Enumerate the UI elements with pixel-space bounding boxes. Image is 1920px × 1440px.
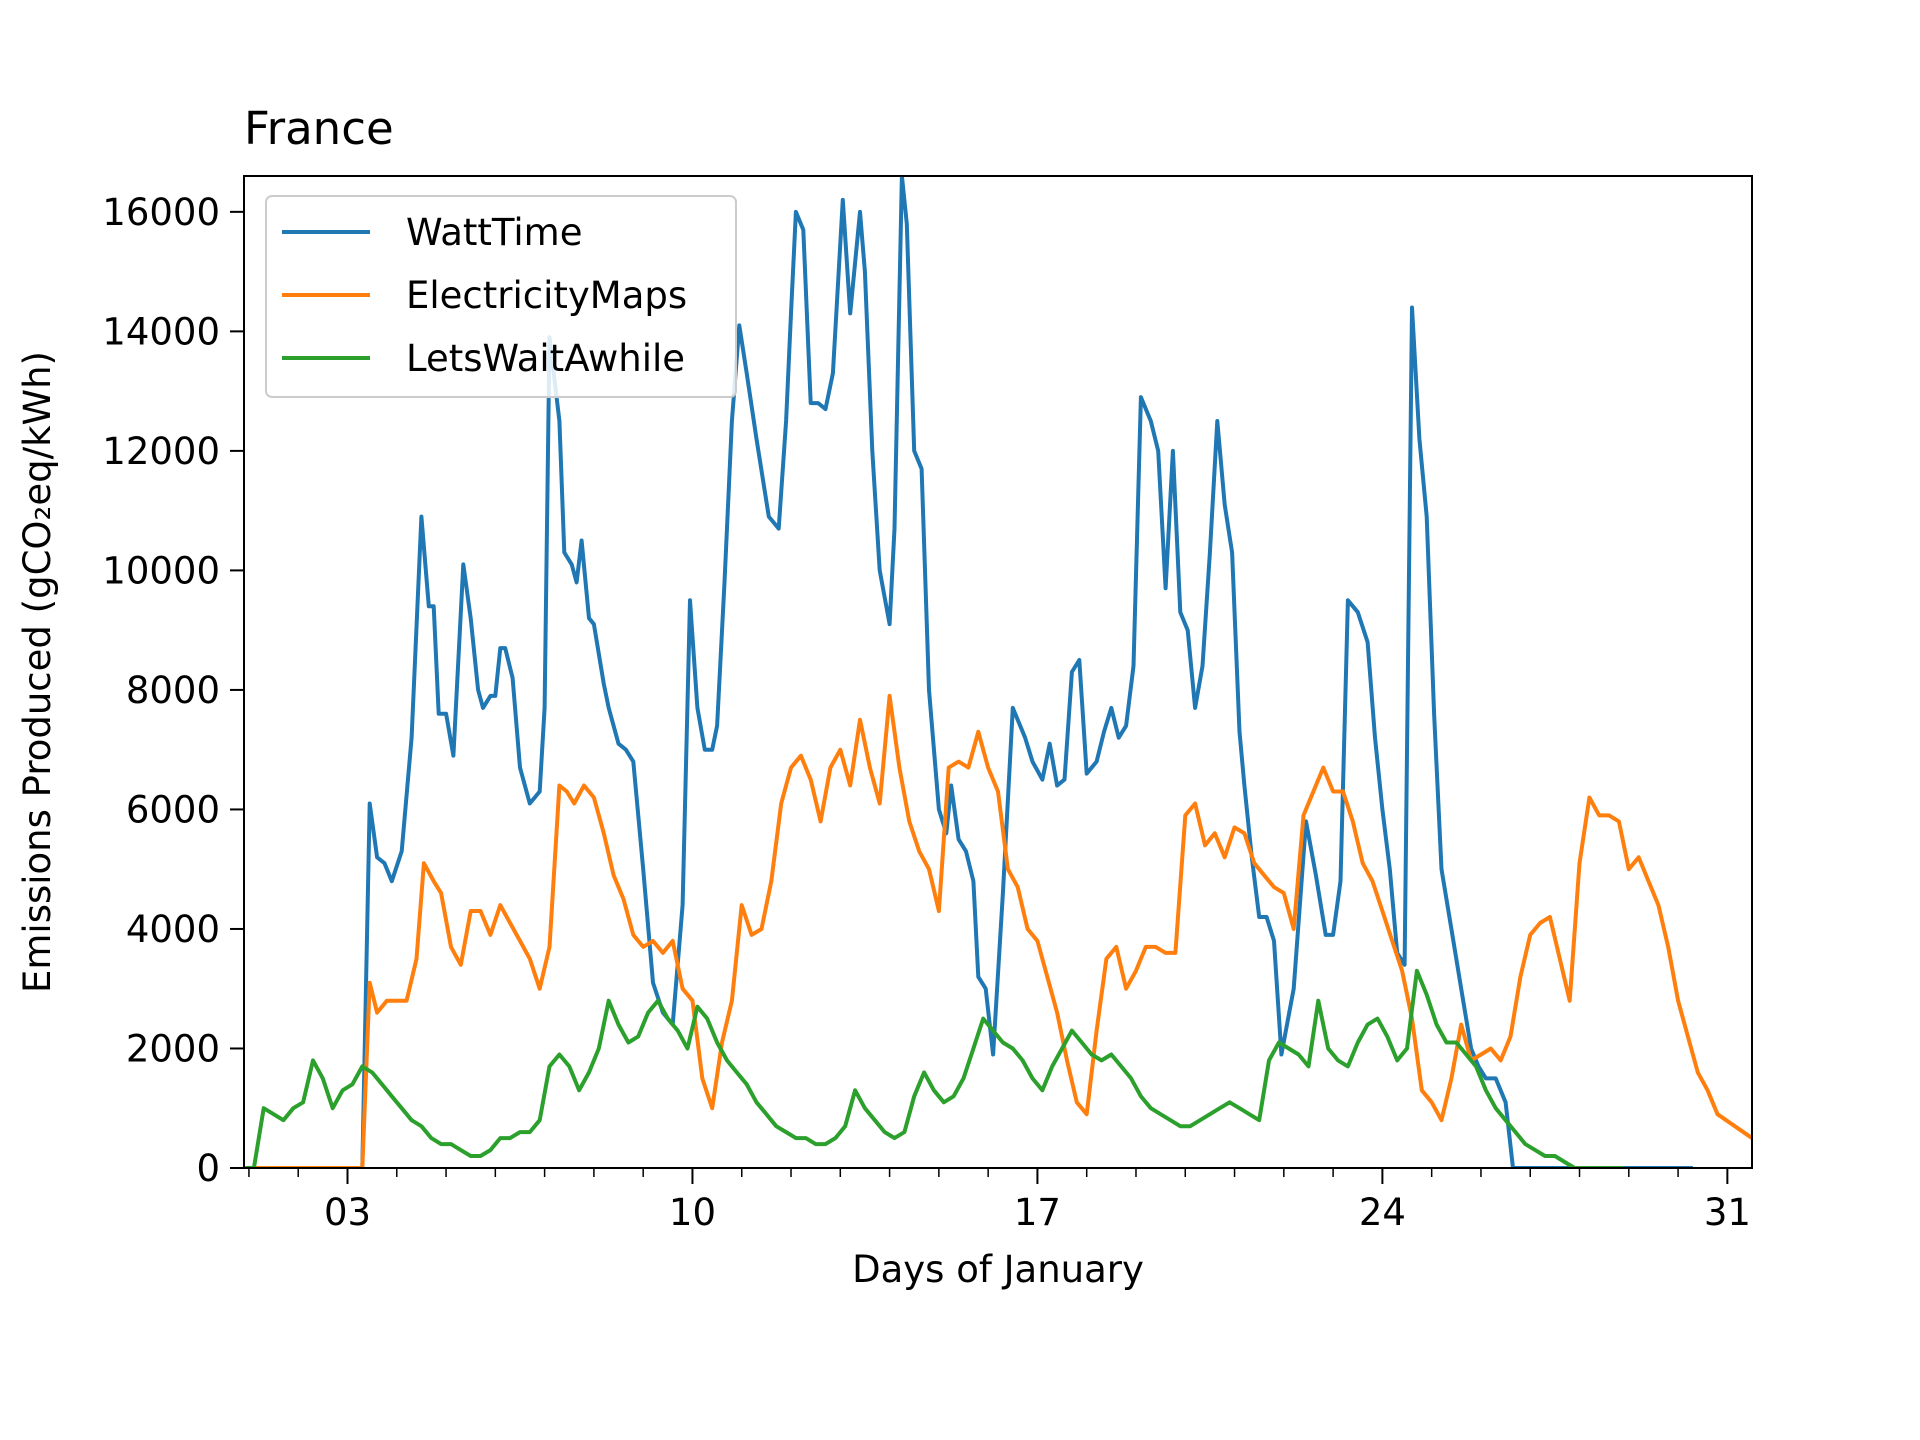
y-axis: 0 2000 4000 6000 8000 10000 12000 14000 16000 (102, 191, 244, 1190)
legend-label-electricitymaps: ElectricityMaps (406, 274, 687, 317)
x-tick-label: 10 (669, 1191, 716, 1234)
legend-box (265, 195, 737, 398)
legend-entries: WattTime ElectricityMaps LetsWaitAwhile (282, 211, 687, 380)
x-axis: 03 10 17 24 31 (248, 1168, 1751, 1234)
legend: WattTime ElectricityMaps LetsWaitAwhile (265, 195, 737, 398)
y-tick-label: 4000 (126, 908, 220, 951)
y-tick-label: 10000 (102, 549, 220, 592)
x-tick-label: 31 (1704, 1191, 1751, 1234)
y-tick-label: 14000 (102, 310, 220, 353)
series-line-electricitymaps (244, 693, 1752, 1168)
y-axis-label: Emissions Produced (gCO₂eq/kWh) (16, 351, 59, 993)
y-tick-label: 6000 (126, 788, 220, 831)
legend-label-watttime: WattTime (406, 211, 582, 254)
y-tick-label: 0 (196, 1147, 220, 1190)
plot-frame (243, 175, 1753, 1169)
series-line-watttime (244, 176, 1693, 1168)
x-tick-label: 24 (1359, 1191, 1406, 1234)
series-line-letswaitawhile (244, 968, 1624, 1168)
y-tick-label: 16000 (102, 191, 220, 234)
x-tick-label: 17 (1014, 1191, 1061, 1234)
series-layer (244, 176, 1752, 1168)
y-tick-label: 2000 (126, 1027, 220, 1070)
y-tick-label: 8000 (126, 669, 220, 712)
chart-title: France (244, 102, 394, 155)
x-tick-label: 03 (324, 1191, 371, 1234)
x-axis-label: Days of January (852, 1248, 1144, 1291)
legend-label-letswaitawhile: LetsWaitAwhile (406, 337, 685, 380)
y-tick-label: 12000 (102, 430, 220, 473)
